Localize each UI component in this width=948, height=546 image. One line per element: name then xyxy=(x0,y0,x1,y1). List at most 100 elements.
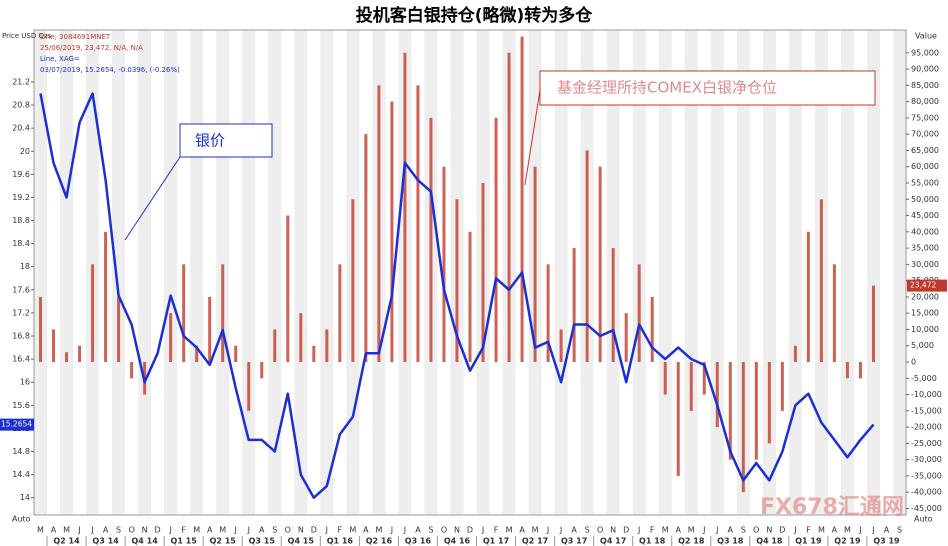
x-tick-label: M xyxy=(844,526,851,535)
x-tick-label: M xyxy=(349,526,356,535)
bar xyxy=(117,296,121,363)
quarter-label: Q4 18 xyxy=(756,537,783,546)
x-tick-label: A xyxy=(259,526,265,535)
x-tick-label: A xyxy=(728,526,734,535)
bar xyxy=(650,296,654,363)
stripe xyxy=(242,30,256,515)
y-tick-label: 16.4 xyxy=(12,355,30,364)
bar xyxy=(767,362,771,444)
y2-tick-label: 40,000 xyxy=(911,227,939,236)
bar xyxy=(780,362,784,411)
bar xyxy=(195,345,199,363)
x-tick-label: M xyxy=(532,526,539,535)
bar xyxy=(247,362,251,411)
x-tick-label: J xyxy=(325,526,328,535)
bar xyxy=(169,313,173,363)
bar xyxy=(234,345,238,363)
stripe xyxy=(190,30,204,515)
bar xyxy=(364,134,368,363)
quarter-label: Q2 17 xyxy=(522,537,548,546)
x-tick-label: A xyxy=(51,526,57,535)
annotation: 基金经理所持COMEX白银净仓位 xyxy=(557,79,777,97)
stripe xyxy=(866,30,880,515)
quarter-label: Q4 17 xyxy=(600,537,626,546)
quarter-label: Q1 18 xyxy=(639,537,666,546)
y2-tick-label: 20,000 xyxy=(911,292,939,301)
x-tick-label: J xyxy=(559,526,562,535)
x-tick-label: O xyxy=(128,526,134,535)
bar xyxy=(221,264,225,363)
y2-axis-label: Value xyxy=(915,32,937,41)
bar xyxy=(598,166,602,363)
x-tick-label: A xyxy=(832,526,838,535)
x-tick-label: J xyxy=(858,526,861,535)
y-tick-label: 18.8 xyxy=(12,216,30,225)
x-tick-label: J xyxy=(168,526,171,535)
quarter-label: Q4 16 xyxy=(444,537,471,546)
quarter-label: Q3 18 xyxy=(717,537,744,546)
x-tick-label: M xyxy=(375,526,382,535)
bar xyxy=(390,101,394,363)
y2-tick-label: 45,000 xyxy=(911,211,939,220)
bar xyxy=(832,264,836,363)
bar xyxy=(39,296,43,363)
quarter-label: Q2 19 xyxy=(834,537,861,546)
bar xyxy=(338,264,342,363)
bar xyxy=(52,329,56,363)
auto-button: Auto xyxy=(914,515,933,524)
y-tick-label: 17.2 xyxy=(12,308,30,317)
bar xyxy=(533,166,537,363)
bar xyxy=(676,362,680,476)
quarter-label: Q1 19 xyxy=(795,537,822,546)
bar xyxy=(312,345,316,363)
y-tick-label: 17.6 xyxy=(12,285,30,294)
bar xyxy=(208,296,212,363)
last-value-box xyxy=(0,418,34,431)
stripe xyxy=(138,30,152,515)
bar xyxy=(689,362,693,411)
x-tick-label: M xyxy=(193,526,200,535)
bar xyxy=(663,362,667,395)
bar xyxy=(585,150,589,363)
x-tick-label: N xyxy=(298,526,304,535)
annotation-box xyxy=(179,123,273,158)
bar xyxy=(351,199,355,363)
y-tick-label: 19.2 xyxy=(12,193,30,202)
bar xyxy=(611,248,615,363)
bar xyxy=(871,285,875,363)
y2-tick-label: -10,000 xyxy=(911,390,942,399)
x-tick-label: A xyxy=(207,526,213,535)
x-tick-label: A xyxy=(884,526,890,535)
y2-tick-label: -20,000 xyxy=(911,423,942,432)
y2-tick-label: 95,000 xyxy=(911,48,939,57)
quarter-label: Q2 15 xyxy=(210,537,237,546)
legend-entry: Line, 3084691MNET xyxy=(40,33,111,41)
x-tick-label: D xyxy=(467,526,473,535)
stripe xyxy=(684,30,698,515)
y-tick-label: 20.8 xyxy=(12,101,30,110)
quarter-label: Q4 14 xyxy=(131,537,158,546)
y-tick-label: 14.4 xyxy=(12,470,30,479)
y2-tick-label: -15,000 xyxy=(911,406,942,415)
x-tick-label: A xyxy=(675,526,681,535)
y2-tick-label: 90,000 xyxy=(911,65,939,74)
bar xyxy=(819,199,823,363)
y2-tick-label: -35,000 xyxy=(911,471,942,480)
bar xyxy=(494,117,498,363)
y2-tick-label: 75,000 xyxy=(911,113,939,122)
x-tick-label: J xyxy=(871,526,874,535)
x-tick-label: O xyxy=(441,526,447,535)
bar xyxy=(273,329,277,363)
bar xyxy=(637,264,641,363)
y-tick-label: 20.4 xyxy=(12,124,30,133)
bar xyxy=(728,362,732,460)
x-tick-label: S xyxy=(116,526,121,535)
bar xyxy=(455,199,459,363)
bar xyxy=(624,313,628,363)
bar xyxy=(715,362,719,428)
bar xyxy=(65,352,69,363)
stripe xyxy=(320,30,334,515)
bar xyxy=(572,248,576,363)
bar xyxy=(858,362,862,379)
price-line xyxy=(39,92,875,499)
